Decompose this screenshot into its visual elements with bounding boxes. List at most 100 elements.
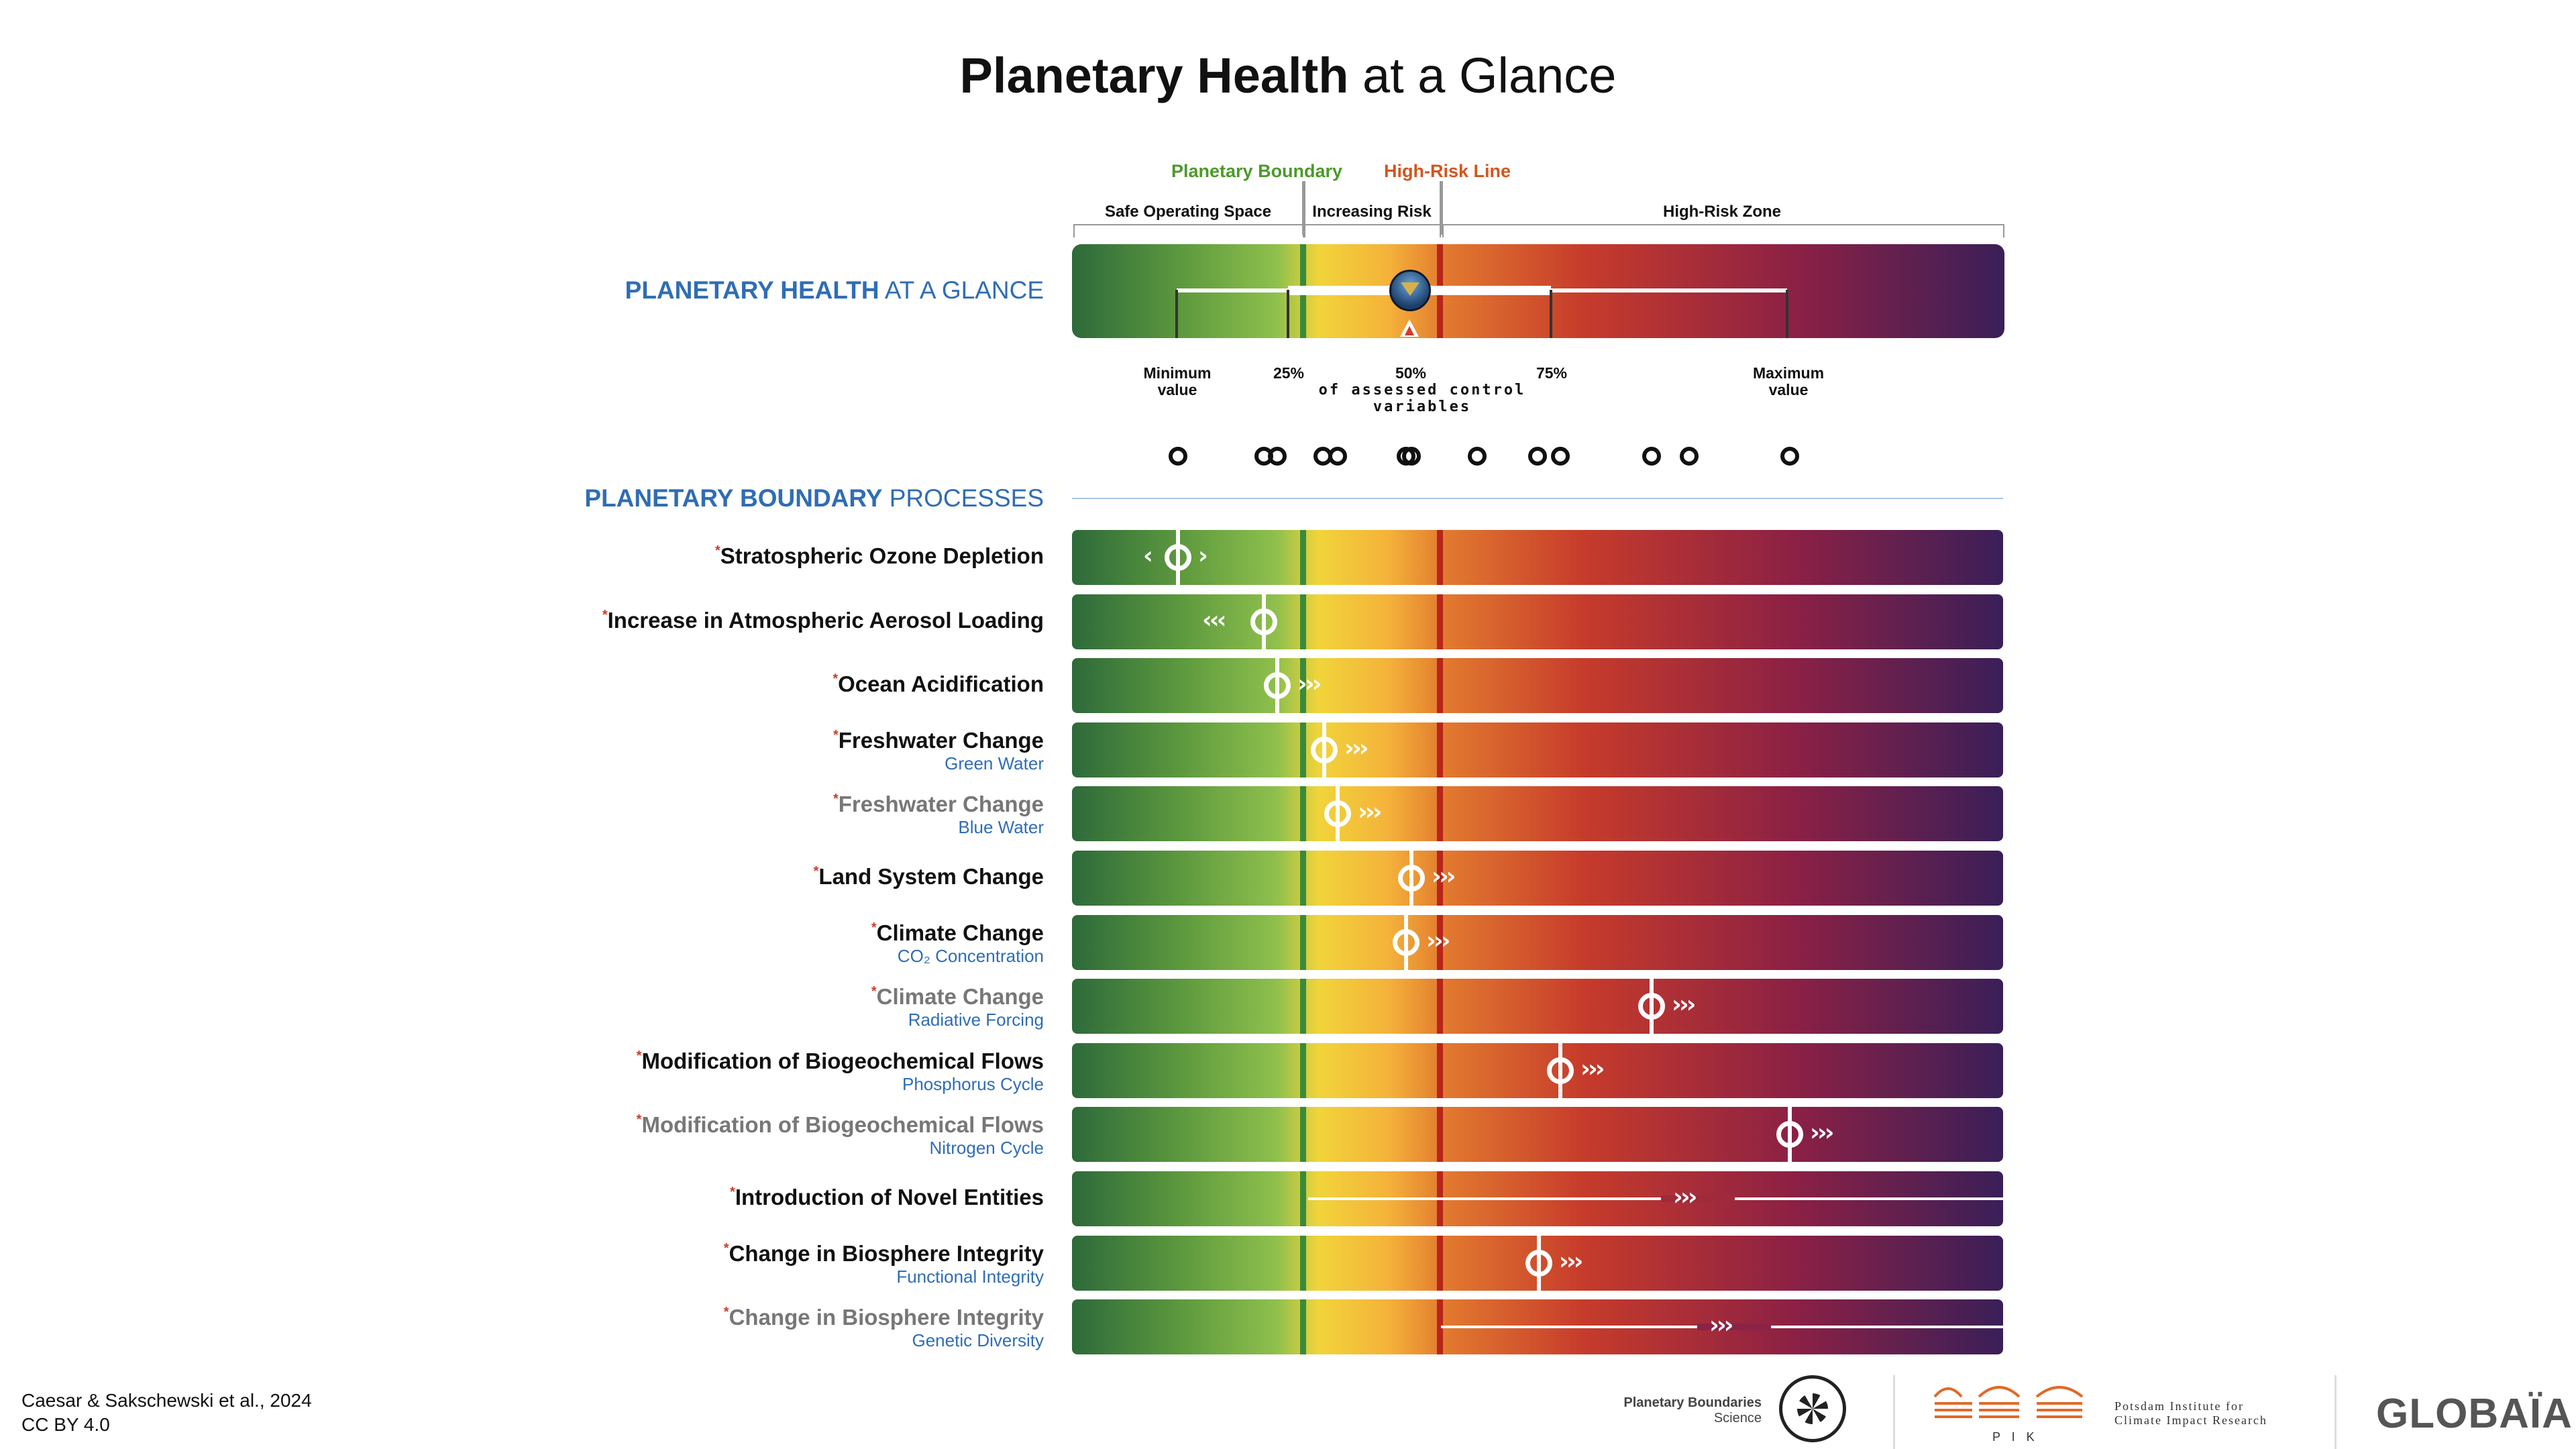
line-gap xyxy=(1697,1324,1771,1331)
boundary-line xyxy=(1300,1171,1306,1226)
earth-icon xyxy=(1389,270,1431,311)
glance-max-tick xyxy=(1786,290,1788,338)
page-title: Planetary Health at a Glance xyxy=(959,48,1617,103)
process-name-text: Stratospheric Ozone Depletion xyxy=(720,543,1044,568)
processes-divider xyxy=(1072,498,2003,499)
summary-dot xyxy=(1528,447,1547,466)
footnote-star: * xyxy=(871,920,877,935)
process-name: *Modification of Biogeochemical Flows xyxy=(637,1112,1044,1138)
high-risk-line xyxy=(1437,1235,1443,1291)
high-risk-line xyxy=(1437,594,1443,649)
footnote-star: * xyxy=(833,672,839,687)
high-risk-line xyxy=(1437,914,1443,970)
process-name: *Climate Change xyxy=(871,920,1044,946)
processes-header: PLANETARY BOUNDARY PROCESSES xyxy=(584,484,1044,512)
footnote-star: * xyxy=(723,1305,729,1320)
hr-connector xyxy=(1440,181,1443,235)
pb-connector xyxy=(1302,181,1305,235)
process-name: *Modification of Biogeochemical Flows xyxy=(637,1049,1044,1074)
boundary-line xyxy=(1300,1299,1306,1355)
increasing-bracket xyxy=(1304,224,1441,237)
pik-logo-icon xyxy=(1932,1377,2096,1426)
boundary-line xyxy=(1300,722,1306,777)
pbs-logo-text: Planetary Boundaries Science xyxy=(1623,1395,1762,1426)
footnote-star: * xyxy=(723,1240,729,1256)
glance-bar xyxy=(1072,244,2004,338)
pik-short: P I K xyxy=(1992,1430,2039,1444)
status-marker xyxy=(1311,736,1338,763)
process-name: *Change in Biosphere Integrity xyxy=(724,1241,1044,1267)
boundary-line xyxy=(1300,530,1306,585)
process-name-text: Modification of Biogeochemical Flows xyxy=(641,1112,1044,1138)
glance-p25-tick xyxy=(1287,290,1289,338)
process-bar xyxy=(1072,1107,2003,1163)
process-bar xyxy=(1072,530,2003,585)
glance-label: PLANETARY HEALTH AT A GLANCE xyxy=(625,276,1044,304)
summary-dot xyxy=(1402,447,1421,466)
footer-divider-1 xyxy=(1893,1375,1895,1449)
process-bar xyxy=(1072,786,2003,842)
boundary-line xyxy=(1300,594,1306,649)
citation: Caesar & Sakschewski et al., 2024 xyxy=(21,1390,312,1411)
summary-dot xyxy=(1169,447,1187,466)
process-subtitle: Radiative Forcing xyxy=(908,1010,1044,1030)
process-name-text: Increase in Atmospheric Aerosol Loading xyxy=(607,607,1044,633)
tick-max-label: Maximum value xyxy=(1752,364,1825,398)
high-risk-line xyxy=(1437,979,1443,1034)
status-marker xyxy=(1776,1121,1803,1148)
footer-divider-2 xyxy=(2334,1375,2337,1449)
high-risk-line xyxy=(1437,722,1443,777)
process-name: *Freshwater Change xyxy=(833,792,1044,817)
safe-operating-space-label: Safe Operating Space xyxy=(1104,203,1272,221)
process-name-text: Freshwater Change xyxy=(838,792,1044,817)
trend-left-icon: ‹ xyxy=(1143,542,1153,570)
process-name-text: Climate Change xyxy=(876,920,1044,945)
summary-dot xyxy=(1642,447,1661,466)
footnote-star: * xyxy=(813,864,819,879)
trend-right-icon: ››› xyxy=(1672,991,1696,1019)
process-name: *Land System Change xyxy=(814,864,1044,890)
high-risk-line xyxy=(1437,658,1443,714)
trend-right-icon: ››› xyxy=(1580,1055,1605,1083)
footnote-star: * xyxy=(833,727,839,743)
process-subtitle: Genetic Diversity xyxy=(912,1330,1044,1351)
status-marker xyxy=(1547,1057,1574,1084)
increasing-risk-label: Increasing Risk xyxy=(1312,203,1432,221)
process-name: *Climate Change xyxy=(871,984,1044,1010)
boundary-line xyxy=(1300,851,1306,906)
process-name: *Stratospheric Ozone Depletion xyxy=(715,543,1044,569)
footnote-star: * xyxy=(833,792,839,807)
footnote-star: * xyxy=(636,1112,642,1128)
high-risk-zone-label: High-Risk Zone xyxy=(1662,203,1781,221)
process-name: *Increase in Atmospheric Aerosol Loading xyxy=(602,608,1044,633)
tick-75-label: 75% xyxy=(1536,364,1568,382)
boundary-line xyxy=(1300,1107,1306,1163)
status-marker xyxy=(1165,544,1191,571)
status-marker xyxy=(1638,993,1665,1020)
summary-dot xyxy=(1468,447,1487,466)
status-marker xyxy=(1393,928,1419,956)
summary-dot xyxy=(1680,447,1699,466)
pbs-logo-icon xyxy=(1779,1375,1846,1442)
process-subtitle: Green Water xyxy=(945,753,1044,773)
process-name-text: Modification of Biogeochemical Flows xyxy=(641,1048,1044,1073)
high-risk-line xyxy=(1437,530,1443,585)
status-marker xyxy=(1324,800,1351,828)
process-subtitle: Phosphorus Cycle xyxy=(902,1073,1044,1094)
line-gap xyxy=(1661,1195,1735,1202)
process-name: *Change in Biosphere Integrity xyxy=(724,1305,1044,1330)
planetary-boundary-label: Planetary Boundary xyxy=(1171,161,1343,181)
process-name-text: Ocean Acidification xyxy=(838,672,1044,697)
summary-dot xyxy=(1551,447,1570,466)
process-bar xyxy=(1072,851,2003,906)
footnote-star: * xyxy=(714,543,720,558)
footnote-star: * xyxy=(636,1048,642,1063)
footnote-star: * xyxy=(602,607,608,623)
process-name-text: Change in Biosphere Integrity xyxy=(729,1305,1044,1330)
trend-right-icon: ››› xyxy=(1432,863,1456,890)
status-marker xyxy=(1525,1249,1552,1277)
glance-min-tick xyxy=(1175,290,1178,338)
boundary-line xyxy=(1300,979,1306,1034)
trend-right-icon: › xyxy=(1198,542,1208,570)
trend-right-icon: ››› xyxy=(1297,670,1322,698)
